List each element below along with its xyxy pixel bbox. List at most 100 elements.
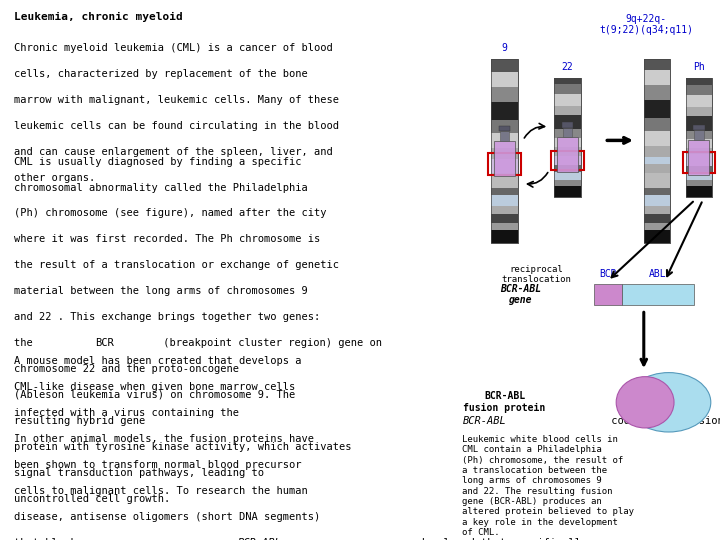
Bar: [644, 195, 670, 206]
Bar: [694, 130, 703, 140]
Bar: [686, 116, 712, 131]
Bar: [554, 115, 581, 130]
Bar: [554, 180, 581, 186]
Text: the result of a translocation or exchange of genetic: the result of a translocation or exchang…: [14, 260, 338, 271]
Text: Ph: Ph: [693, 62, 705, 72]
Text: disease, antisense oligomers (short DNA segments): disease, antisense oligomers (short DNA …: [14, 512, 320, 522]
Text: codes for a fusion: codes for a fusion: [606, 416, 720, 426]
Bar: [686, 78, 712, 85]
Text: (breakpoint cluster region) gene on: (breakpoint cluster region) gene on: [156, 338, 382, 348]
Bar: [644, 118, 670, 131]
Text: (Ph) chromosome (see figure), named after the city: (Ph) chromosome (see figure), named afte…: [14, 208, 326, 219]
Bar: [554, 78, 581, 84]
Bar: [491, 173, 518, 188]
Bar: [491, 206, 518, 214]
Bar: [554, 186, 581, 197]
Bar: [644, 188, 670, 195]
Bar: [554, 156, 581, 165]
Bar: [557, 137, 578, 172]
Bar: [644, 146, 670, 157]
Text: protein with tyrosine kinase activity, which activates: protein with tyrosine kinase activity, w…: [14, 442, 351, 452]
Bar: [494, 141, 515, 176]
Text: cells, characterized by replacement of the bone: cells, characterized by replacement of t…: [14, 69, 307, 79]
Text: CML is usually diagnosed by finding a specific: CML is usually diagnosed by finding a sp…: [14, 157, 301, 167]
Text: ABL: ABL: [649, 269, 667, 279]
Text: 9q+22q-
t(9;22)(q34;q11): 9q+22q- t(9;22)(q34;q11): [600, 14, 693, 35]
Text: cells to malignant cells. To research the human: cells to malignant cells. To research th…: [14, 486, 307, 496]
Text: and can cause enlargement of the spleen, liver, and: and can cause enlargement of the spleen,…: [14, 147, 333, 157]
Text: In other animal models, the fusion proteins have: In other animal models, the fusion prote…: [14, 434, 314, 444]
Bar: [491, 102, 518, 120]
Text: Leukemia, chronic myeloid: Leukemia, chronic myeloid: [14, 12, 182, 22]
Text: BCR-ABL: BCR-ABL: [462, 416, 506, 426]
Bar: [622, 284, 694, 305]
Bar: [491, 72, 518, 87]
Bar: [491, 159, 518, 173]
Bar: [644, 164, 670, 173]
Bar: [686, 78, 712, 197]
Bar: [688, 140, 709, 175]
Text: BCR-ABL
gene: BCR-ABL gene: [500, 284, 541, 305]
Bar: [686, 166, 712, 173]
Text: been shown to transform normal blood precursor: been shown to transform normal blood pre…: [14, 460, 301, 470]
Text: and 22 . This exchange brings together two genes:: and 22 . This exchange brings together t…: [14, 312, 320, 322]
Text: BCR-ABL: BCR-ABL: [238, 538, 282, 540]
Text: resulting hybrid gene: resulting hybrid gene: [14, 416, 151, 426]
Text: 22: 22: [562, 62, 573, 72]
Bar: [644, 131, 670, 146]
Text: BCR: BCR: [95, 338, 114, 348]
Text: other organs.: other organs.: [14, 173, 95, 183]
Bar: [491, 188, 518, 195]
Text: chromosome 22 and the proto-oncogene: chromosome 22 and the proto-oncogene: [14, 364, 245, 374]
Bar: [686, 85, 712, 95]
Bar: [491, 59, 518, 243]
Text: Leukemic white blood cells in
CML contain a Philadelphia
(Ph) chromosome, the re: Leukemic white blood cells in CML contai…: [462, 435, 634, 537]
Bar: [594, 284, 622, 305]
Bar: [644, 206, 670, 214]
Bar: [644, 59, 670, 243]
Bar: [644, 85, 670, 100]
Bar: [644, 100, 670, 118]
Bar: [686, 173, 712, 180]
Bar: [491, 195, 518, 206]
Bar: [644, 223, 670, 230]
Bar: [499, 126, 510, 131]
Bar: [686, 131, 712, 139]
Text: A mouse model has been created that develops a: A mouse model has been created that deve…: [14, 356, 301, 367]
Text: leukemic cells can be found circulating in the blood: leukemic cells can be found circulating …: [14, 121, 338, 131]
Bar: [644, 59, 670, 243]
Bar: [554, 165, 581, 172]
Bar: [644, 70, 670, 85]
Ellipse shape: [616, 377, 674, 428]
Bar: [554, 138, 581, 147]
Text: uncontrolled cell growth.: uncontrolled cell growth.: [14, 494, 170, 504]
Text: Chronic myeloid leukemia (CML) is a cancer of blood: Chronic myeloid leukemia (CML) is a canc…: [14, 43, 333, 53]
Text: infected with a virus containing the: infected with a virus containing the: [14, 408, 245, 418]
Bar: [644, 214, 670, 223]
Bar: [552, 151, 584, 170]
Bar: [554, 84, 581, 94]
Text: were developed that specifically: were developed that specifically: [381, 538, 588, 540]
Bar: [644, 173, 670, 188]
Text: 9: 9: [502, 43, 508, 53]
Bar: [644, 157, 670, 164]
Bar: [686, 139, 712, 148]
Bar: [686, 148, 712, 154]
Bar: [491, 120, 518, 133]
Bar: [491, 230, 518, 243]
Bar: [693, 125, 705, 130]
Bar: [686, 95, 712, 107]
Bar: [491, 87, 518, 102]
Bar: [554, 94, 581, 106]
Text: BCR-ABL
fusion protein: BCR-ABL fusion protein: [464, 392, 546, 413]
Bar: [686, 186, 712, 197]
Bar: [644, 59, 670, 70]
Bar: [554, 130, 581, 138]
Text: reciprocal
translocation: reciprocal translocation: [501, 265, 571, 284]
Bar: [500, 131, 509, 141]
Text: (Ableson leukemia virus) on chromosome 9. The: (Ableson leukemia virus) on chromosome 9…: [14, 390, 295, 400]
Text: marrow with malignant, leukemic cells. Many of these: marrow with malignant, leukemic cells. M…: [14, 95, 338, 105]
Bar: [554, 106, 581, 115]
Text: where it was first recorded. The Ph chromosome is: where it was first recorded. The Ph chro…: [14, 234, 320, 245]
Bar: [686, 107, 712, 116]
